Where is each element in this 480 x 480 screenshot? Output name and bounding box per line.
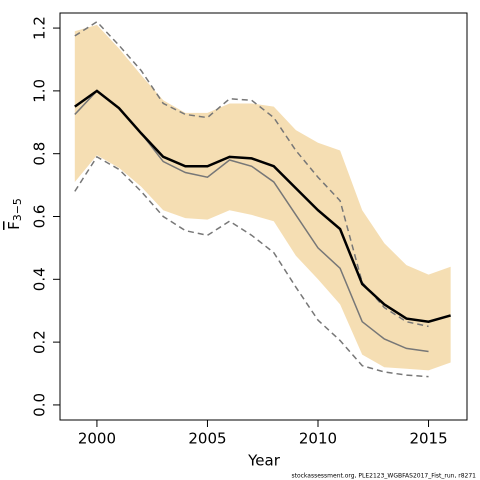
y-tick-label: 1.2 bbox=[31, 16, 49, 40]
y-tick-label: 0.6 bbox=[31, 205, 49, 229]
footer: stockassessment.org, PLE2123_WGBFAS2017_… bbox=[291, 473, 476, 480]
series-line bbox=[74, 155, 429, 378]
y-tick-label: 0.0 bbox=[31, 393, 49, 417]
x-tick-label: 2000 bbox=[78, 430, 116, 448]
y-tick-label: 0.4 bbox=[31, 267, 49, 291]
y-axis-title-sub: 3−5 bbox=[11, 198, 24, 221]
confidence-band bbox=[74, 24, 451, 371]
y-tick-label: 0.2 bbox=[31, 330, 49, 354]
x-tick-label: 2015 bbox=[409, 430, 447, 448]
y-tick-label: 1.0 bbox=[31, 79, 49, 103]
y-axis-title-main: F bbox=[5, 221, 23, 230]
y-axis-title: F3−5 bbox=[5, 198, 25, 230]
y-tick-label: 0.8 bbox=[31, 142, 49, 166]
x-tick-label: 2005 bbox=[188, 430, 226, 448]
x-tick-label: 2010 bbox=[299, 430, 337, 448]
series-line bbox=[74, 89, 451, 323]
x-axis-title: Year bbox=[247, 452, 281, 470]
